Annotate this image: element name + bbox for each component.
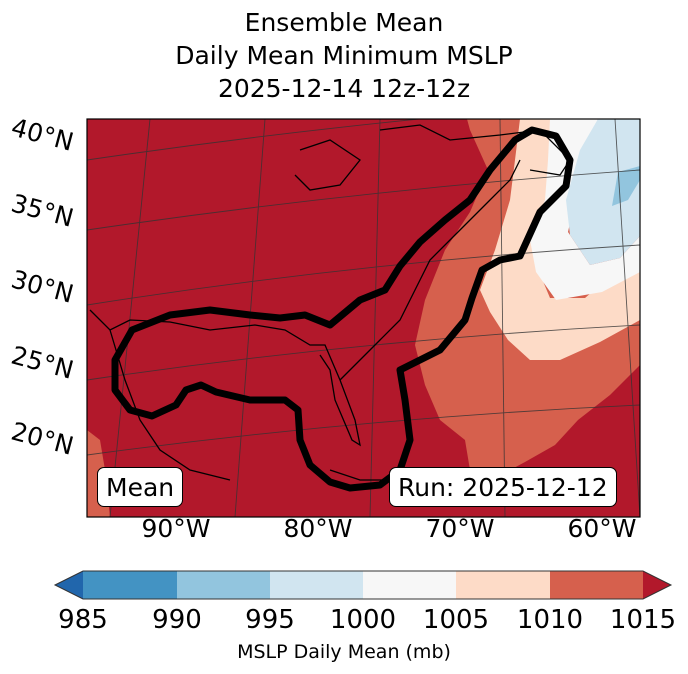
colorbar-outline: [53, 570, 673, 600]
colorbar-tick-1000: 1000: [329, 605, 397, 635]
title-line-3: 2025-12-14 12z-12z: [217, 74, 471, 103]
run-date-box: Run: 2025-12-12: [389, 467, 617, 507]
title-line-2: Daily Mean Minimum MSLP: [175, 41, 513, 70]
colorbar-bin-985: [83, 571, 177, 599]
graticule: [87, 119, 640, 517]
colorbar-tick-990: 990: [152, 605, 202, 635]
mean-label-box: Mean: [97, 467, 184, 507]
colorbar-tick-1015: 1015: [609, 605, 677, 635]
colorbar-bin-1010: [550, 571, 643, 599]
colorbar-tick-995: 995: [245, 605, 295, 635]
lon-label-70w: 70°W: [425, 514, 495, 543]
colorbar-tick-985: 985: [58, 605, 108, 635]
lon-label-80w: 80°W: [283, 514, 353, 543]
colorbar: [53, 570, 673, 600]
colorbar-bin-995: [270, 571, 363, 599]
colorbar-tick-1005: 1005: [422, 605, 490, 635]
lon-label-90w: 90°W: [141, 514, 211, 543]
title-line-1: Ensemble Mean: [244, 8, 444, 37]
colorbar-under-triangle: [55, 571, 83, 599]
field-1000-1005: [530, 119, 640, 300]
map-frame: [86, 118, 641, 518]
lon-label-60w: 60°W: [567, 514, 637, 543]
colorbar-over-triangle: [643, 571, 671, 599]
contour-outline: [111, 126, 574, 492]
colorbar-label: MSLP Daily Mean (mb): [237, 641, 451, 663]
colorbar-bin-1000: [363, 571, 456, 599]
colorbar-bin-1005: [456, 571, 550, 599]
colorbar-bin-990: [177, 571, 270, 599]
colorbar-tick-1010: 1010: [516, 605, 584, 635]
